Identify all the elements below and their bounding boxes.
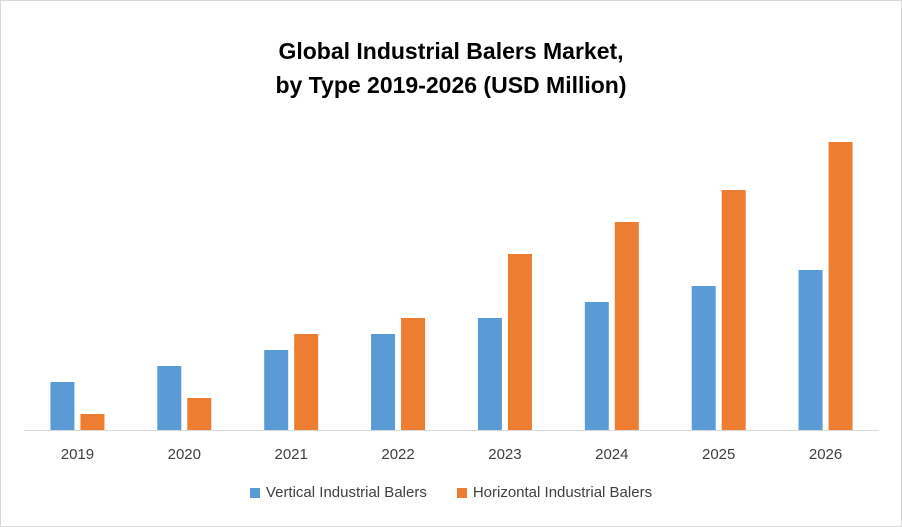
legend-swatch-vertical <box>249 487 260 498</box>
x-tick-label-2022: 2022 <box>381 446 414 463</box>
bar-horizontal-2024 <box>614 222 639 430</box>
bars-layer <box>50 142 853 430</box>
bar-vertical-2019 <box>50 382 75 430</box>
bar-horizontal-2025 <box>721 190 746 430</box>
legend-label-vertical: Vertical Industrial Balers <box>265 484 427 501</box>
bar-horizontal-2019 <box>80 414 105 430</box>
x-tick-label-2020: 2020 <box>168 446 201 463</box>
x-tick-label-2021: 2021 <box>275 446 308 463</box>
chart-title: Global Industrial Balers Market, by Type… <box>0 34 902 102</box>
bar-vertical-2026 <box>798 270 823 430</box>
legend-item-vertical: Vertical Industrial Balers <box>249 484 427 501</box>
bar-horizontal-2020 <box>187 398 212 430</box>
legend: Vertical Industrial Balers Horizontal In… <box>0 484 902 501</box>
x-tick-label-2026: 2026 <box>809 446 842 463</box>
x-tick-label-2025: 2025 <box>702 446 735 463</box>
x-tick-label-2019: 2019 <box>61 446 94 463</box>
x-tick-label-2024: 2024 <box>595 446 628 463</box>
legend-label-horizontal: Horizontal Industrial Balers <box>472 484 653 501</box>
bar-vertical-2023 <box>477 318 502 430</box>
legend-item-horizontal: Horizontal Industrial Balers <box>456 484 653 501</box>
bar-vertical-2020 <box>157 366 182 430</box>
bar-horizontal-2026 <box>828 142 853 430</box>
bar-vertical-2021 <box>264 350 289 430</box>
bar-horizontal-2021 <box>294 334 319 430</box>
bar-horizontal-2022 <box>401 318 426 430</box>
bar-vertical-2024 <box>584 302 609 430</box>
bar-vertical-2025 <box>691 286 716 430</box>
x-tick-label-2023: 2023 <box>488 446 521 463</box>
legend-swatch-horizontal <box>456 487 467 498</box>
chart-title-line-2: by Type 2019-2026 (USD Million) <box>275 72 627 98</box>
chart-title-line-1: Global Industrial Balers Market, <box>278 38 624 64</box>
x-tick-labels: 2019 2020 2021 2022 2023 2024 2025 2026 <box>61 446 843 463</box>
bar-horizontal-2023 <box>507 254 532 430</box>
bar-vertical-2022 <box>371 334 396 430</box>
